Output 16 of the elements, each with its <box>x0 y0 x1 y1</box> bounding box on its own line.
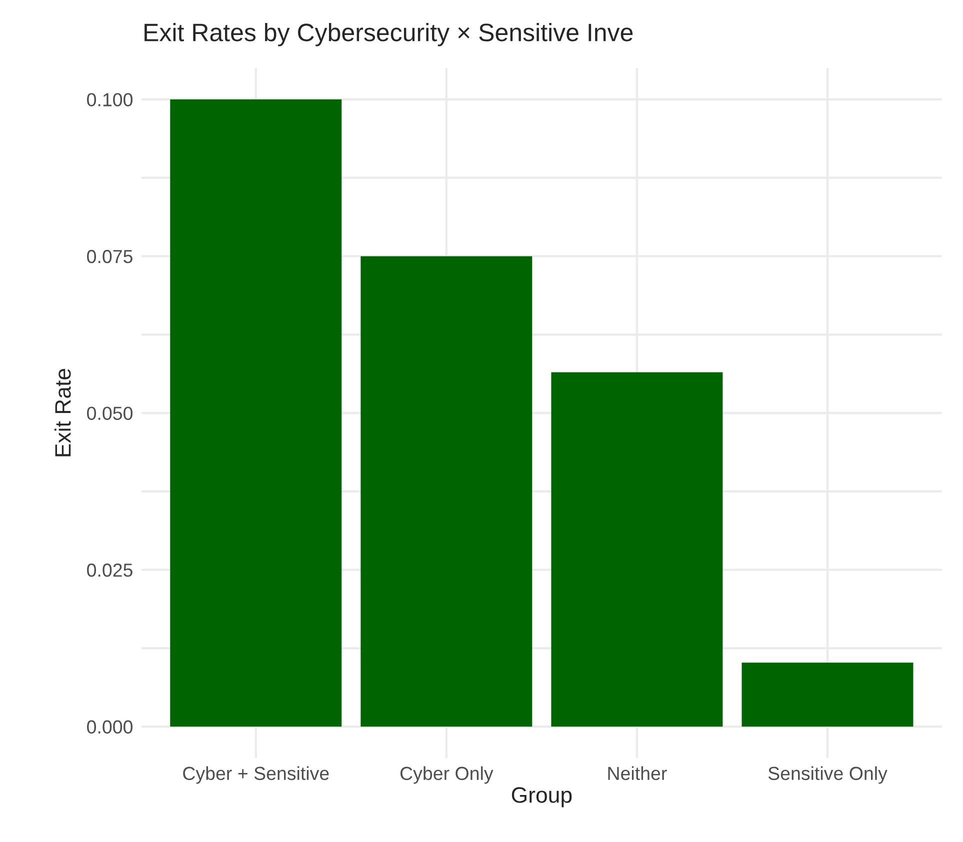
y-tick-label: 0.000 <box>87 720 132 734</box>
chart-title: Exit Rates by Cybersecurity × Sensitive Inve <box>144 23 633 46</box>
x-tick-label: Cyber + Sensitive <box>183 766 329 784</box>
x-axis-title: Group <box>512 787 572 808</box>
bar <box>170 99 342 727</box>
x-tick-label: Cyber Only <box>400 766 494 784</box>
bar <box>360 256 532 727</box>
y-tick-label: 0.050 <box>87 406 132 420</box>
bar <box>742 662 914 727</box>
y-tick-label: 0.025 <box>87 564 132 577</box>
y-axis-title: Exit Rate <box>54 368 71 456</box>
x-tick-label: Sensitive Only <box>768 766 888 784</box>
y-tick-label: 0.075 <box>87 250 132 264</box>
bar <box>551 372 723 727</box>
y-tick-label: 0.100 <box>87 93 132 106</box>
x-tick-label: Neither <box>608 766 667 780</box>
